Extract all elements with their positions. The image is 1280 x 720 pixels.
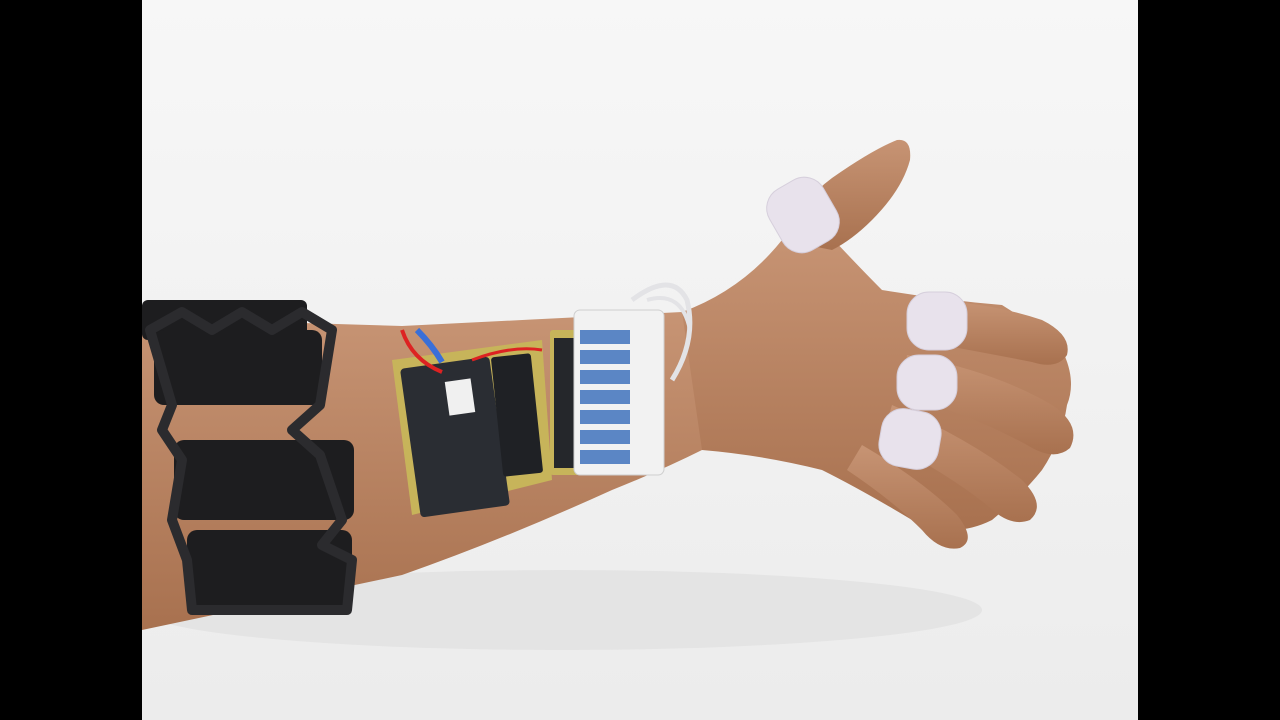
letterbox-left [0, 0, 142, 720]
photo-canvas [142, 0, 1138, 720]
letterbox-right [1138, 0, 1280, 720]
middle-sleeve [897, 355, 957, 410]
photo [142, 0, 1138, 720]
index-sleeve [907, 292, 967, 350]
